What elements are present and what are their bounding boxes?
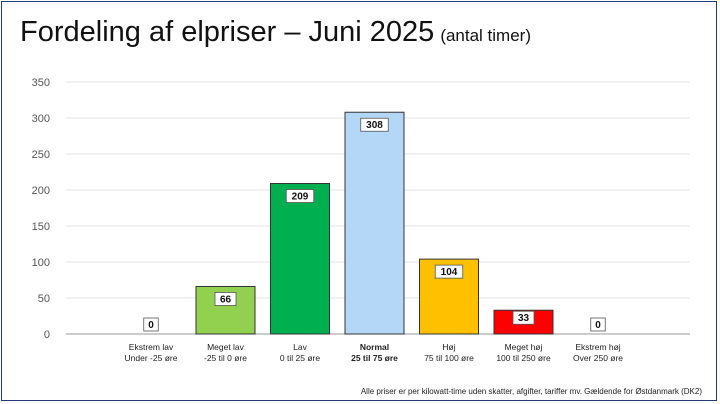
data-label: 104 [441, 267, 458, 278]
data-label: 209 [292, 192, 309, 203]
y-tick-label: 50 [38, 293, 50, 305]
y-tick-label: 100 [32, 257, 50, 269]
data-label-box [434, 264, 464, 279]
x-tick-range-label: Over 250 øre [573, 353, 623, 363]
x-tick-range-label: 25 til 75 øre [351, 353, 398, 363]
bar [270, 183, 330, 335]
y-tick-label: 200 [32, 185, 50, 197]
x-tick-label: Normal [360, 342, 389, 352]
data-label-box [590, 317, 606, 332]
data-label-box [285, 189, 315, 203]
data-label: 0 [595, 320, 601, 331]
x-tick-label: Meget lav [207, 342, 245, 352]
y-tick-label: 300 [32, 113, 50, 125]
data-label-box [360, 117, 389, 132]
data-label-box [512, 310, 535, 325]
y-tick-label: 350 [32, 77, 50, 89]
bar [344, 111, 405, 335]
data-label: 66 [220, 294, 232, 305]
y-tick-label: 0 [44, 329, 50, 341]
x-tick-label: Ekstrem høj [575, 342, 620, 352]
y-tick-label: 250 [32, 149, 50, 161]
x-tick-label: Meget høj [505, 342, 543, 352]
x-tick-range-label: 100 til 250 øre [496, 353, 551, 363]
x-tick-label: Høj [442, 342, 455, 352]
data-label: 33 [518, 313, 530, 324]
x-tick-range-label: 75 til 100 øre [424, 353, 474, 363]
x-tick-range-label: Under -25 øre [125, 353, 178, 363]
x-tick-label: Lav [293, 342, 307, 352]
data-label-box [143, 317, 159, 332]
x-tick-range-label: -25 til 0 øre [204, 353, 247, 363]
x-tick-label: Ekstrem lav [129, 342, 174, 352]
chart-subtitle: (antal timer) [440, 26, 531, 45]
title-row: Fordeling af elpriser – Juni 2025 (antal … [20, 16, 531, 49]
chart-title: Fordeling af elpriser – Juni 2025 [20, 16, 435, 48]
data-label: 308 [366, 120, 383, 131]
footnote: Alle priser er per kilowatt-time uden sk… [360, 387, 702, 396]
x-tick-range-label: 0 til 25 øre [280, 353, 320, 363]
data-label-box [214, 292, 237, 306]
data-label: 0 [148, 320, 154, 331]
y-tick-label: 150 [32, 221, 50, 233]
